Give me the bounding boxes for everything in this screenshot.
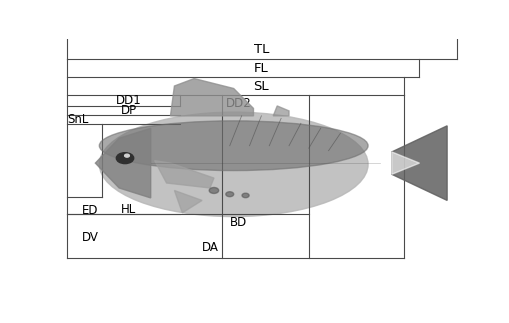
Text: FL: FL [253, 62, 268, 75]
Circle shape [225, 192, 233, 197]
Text: SL: SL [253, 79, 269, 92]
Polygon shape [154, 161, 214, 188]
Polygon shape [174, 191, 202, 213]
Text: ED: ED [81, 204, 98, 217]
Polygon shape [95, 128, 151, 198]
Text: SnL: SnL [68, 113, 89, 126]
Text: DD1: DD1 [116, 94, 142, 107]
Polygon shape [170, 78, 253, 116]
Text: DV: DV [82, 231, 99, 244]
Ellipse shape [99, 121, 367, 171]
Text: HL: HL [121, 203, 136, 216]
Text: BD: BD [229, 216, 246, 229]
Text: DA: DA [201, 241, 218, 254]
Text: TL: TL [253, 44, 269, 57]
Polygon shape [391, 152, 419, 174]
Circle shape [209, 187, 218, 193]
Circle shape [242, 193, 248, 198]
Polygon shape [391, 126, 446, 200]
Text: DD2: DD2 [225, 98, 251, 110]
Polygon shape [273, 106, 289, 116]
Circle shape [124, 154, 129, 157]
Text: DP: DP [121, 104, 137, 117]
Ellipse shape [99, 112, 367, 217]
Circle shape [116, 153, 133, 164]
